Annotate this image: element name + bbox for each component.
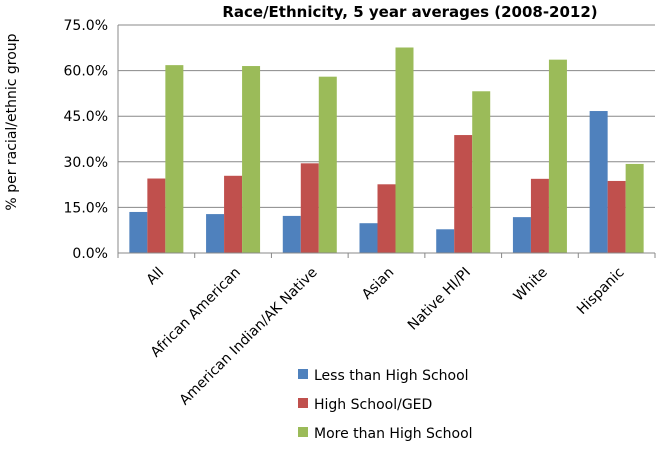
bar [436, 229, 455, 253]
legend-label: Less than High School [314, 368, 469, 384]
bar [165, 65, 184, 254]
bar [224, 175, 243, 253]
axes [117, 25, 656, 258]
bar [359, 223, 378, 253]
legend: Less than High School High School/GED More… [298, 368, 473, 442]
chart-title: Race/Ethnicity, 5 year averages (2008-20… [222, 3, 597, 21]
legend-swatch [298, 398, 308, 408]
bar [206, 214, 225, 253]
bar [472, 91, 491, 253]
bar [512, 217, 531, 253]
y-axis-label: % per racial/ethnic group [4, 33, 20, 210]
x-tick-label: All [144, 265, 168, 289]
bar [530, 178, 549, 253]
y-tick-label: 75.0% [64, 18, 108, 34]
bar [589, 111, 608, 253]
x-tick-label: Native HI/PI [405, 265, 474, 334]
x-tick-label: White [511, 265, 551, 305]
legend-label: More than High School [314, 426, 473, 442]
bar [625, 163, 644, 253]
bar [147, 178, 166, 253]
bars [129, 47, 644, 254]
bar [318, 76, 337, 254]
bar [377, 184, 396, 253]
y-tick-label: 45.0% [64, 109, 108, 125]
bar [607, 180, 626, 253]
y-tick-labels: 0.0% 15.0% 30.0% 45.0% 60.0% 75.0% [64, 18, 108, 262]
legend-swatch [298, 369, 308, 379]
y-tick-label: 30.0% [64, 155, 108, 171]
bar [395, 47, 414, 253]
x-tick-label: Asian [359, 265, 397, 303]
bar [129, 211, 148, 253]
y-tick-label: 15.0% [64, 200, 108, 216]
gridlines [118, 24, 655, 208]
bar [454, 135, 473, 253]
bar [548, 59, 567, 253]
x-tick-label: Hispanic [574, 265, 627, 318]
legend-label: High School/GED [314, 397, 432, 413]
x-tick-label: American Indian/AK Native [177, 265, 321, 409]
bar [300, 163, 319, 253]
y-tick-label: 0.0% [72, 246, 108, 262]
y-tick-label: 60.0% [64, 64, 108, 80]
bar [282, 215, 301, 253]
bar [242, 66, 261, 253]
legend-swatch [298, 427, 308, 437]
